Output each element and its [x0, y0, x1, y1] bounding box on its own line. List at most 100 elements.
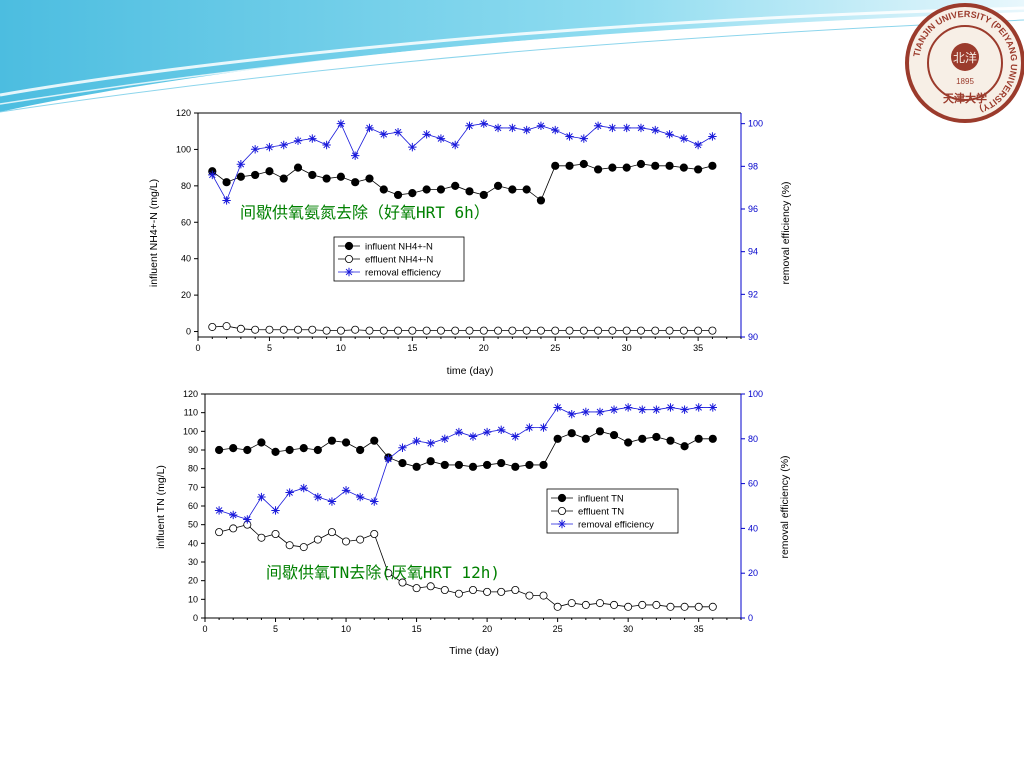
data-point [440, 585, 449, 594]
data-point [257, 492, 266, 502]
y-right-tick-label: 40 [748, 523, 758, 533]
data-point [365, 326, 374, 335]
data-point [208, 170, 217, 180]
data-point [622, 163, 631, 172]
x-tick-label: 30 [623, 624, 633, 634]
data-point [624, 602, 633, 611]
data-point [579, 159, 588, 169]
data-point [356, 535, 365, 544]
y-left-tick-label: 70 [188, 482, 198, 492]
data-point [551, 161, 560, 170]
data-point [465, 121, 474, 130]
data-point [341, 438, 351, 447]
data-point [525, 591, 534, 600]
data-point [308, 170, 317, 180]
data-point [525, 460, 534, 470]
data-point [679, 134, 689, 143]
data-point [608, 163, 617, 172]
legend-marker [558, 507, 567, 516]
data-point [465, 326, 474, 335]
y-left-tick-label: 60 [188, 501, 198, 511]
data-point [398, 443, 407, 452]
data-point [482, 427, 492, 437]
plot-layer: 0 5 10 15 20 25 30 35 0 20 40 60 80 100 120 90 92 94 96 98 1… [176, 108, 763, 353]
data-point [250, 145, 260, 154]
data-point [565, 132, 574, 141]
data-point [422, 130, 431, 139]
y-axis-left-title: influent NH4+-N (mg/L) [148, 179, 160, 287]
data-point [208, 322, 217, 331]
data-point [638, 434, 647, 443]
data-point [652, 600, 661, 609]
data-point [609, 405, 619, 414]
data-point [497, 458, 506, 468]
data-point [393, 128, 403, 137]
data-point [595, 427, 605, 436]
data-point [479, 190, 488, 200]
data-point [313, 492, 323, 502]
data-point [356, 445, 365, 455]
data-point [708, 403, 717, 412]
data-point [327, 436, 337, 445]
x-tick-label: 30 [622, 343, 632, 353]
x-tick-label: 0 [195, 343, 200, 353]
x-axis-title: Time (day) [449, 645, 499, 657]
y-left-tick-label: 100 [176, 144, 191, 154]
y-left-tick-label: 120 [183, 389, 198, 399]
data-point [365, 123, 374, 133]
data-point [493, 123, 503, 133]
data-point [511, 585, 520, 594]
data-point [666, 436, 675, 445]
data-point [593, 121, 603, 130]
data-point [581, 600, 590, 609]
data-point [497, 425, 506, 435]
data-point [293, 136, 303, 145]
data-point [436, 326, 445, 335]
chart-annotation: 间歇供氧TN去除(厌氧HRT 12h) [266, 563, 500, 582]
data-point [536, 326, 545, 335]
data-point [351, 325, 360, 334]
data-point [622, 326, 631, 335]
data-point [694, 434, 703, 443]
data-point [336, 119, 346, 128]
data-point [581, 434, 590, 443]
data-point [243, 515, 252, 524]
data-point [279, 140, 288, 150]
data-point [422, 185, 431, 194]
data-point [594, 326, 603, 335]
data-point [313, 535, 322, 544]
data-point [351, 178, 360, 187]
legend-label: effluent NH4+-N [365, 255, 433, 266]
legend-label: effluent TN [578, 507, 624, 518]
data-point [370, 436, 379, 445]
data-point [508, 123, 517, 133]
data-point [666, 602, 675, 611]
data-point [468, 432, 478, 441]
data-point [313, 445, 322, 455]
y-right-tick-label: 20 [748, 568, 758, 578]
data-point [222, 322, 231, 331]
x-tick-label: 10 [336, 343, 346, 353]
data-point [708, 132, 717, 141]
data-point [665, 326, 674, 335]
data-point [536, 121, 546, 130]
data-point [451, 326, 460, 335]
data-point [229, 524, 238, 533]
data-point [694, 165, 703, 174]
data-point [336, 172, 345, 181]
x-tick-label: 5 [273, 624, 278, 634]
data-point [379, 326, 388, 335]
data-point [694, 403, 703, 412]
seal-chinese-name: 天津大学 [943, 91, 987, 105]
data-point [436, 185, 446, 194]
y-left-tick-label: 110 [184, 408, 198, 418]
legend-marker [344, 254, 353, 263]
data-point [398, 458, 407, 468]
data-point [708, 434, 717, 443]
data-point [511, 462, 520, 471]
data-point [536, 196, 546, 205]
data-point [539, 460, 548, 470]
x-tick-label: 25 [550, 343, 560, 353]
data-point [394, 326, 403, 335]
data-point [271, 447, 280, 456]
